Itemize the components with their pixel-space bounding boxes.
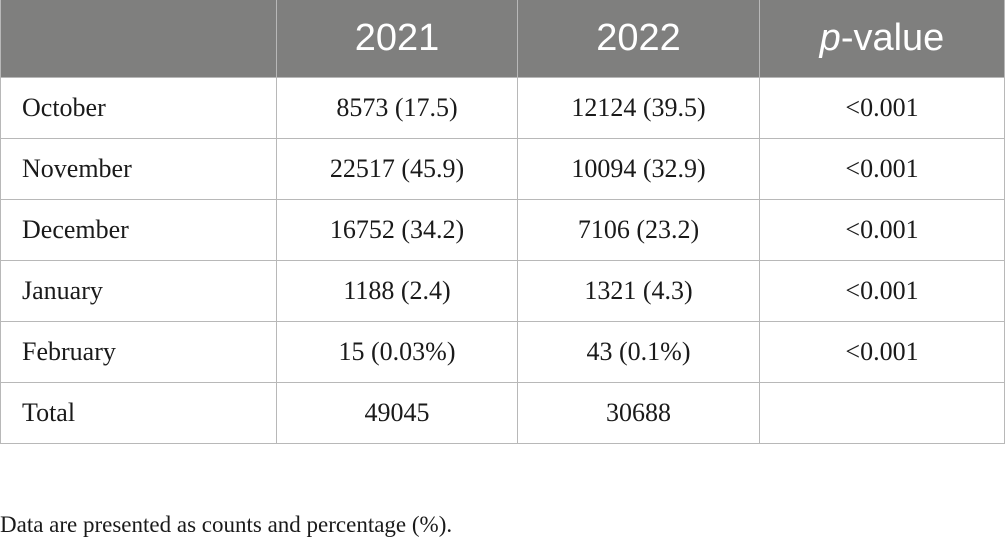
cell-pvalue: <0.001 — [759, 321, 1005, 383]
row-label: October — [0, 77, 277, 139]
data-table: 2021 2022 p-value October 8573 (17.5) 12… — [0, 0, 1005, 444]
header-cell-2022: 2022 — [517, 0, 760, 78]
table-header: 2021 2022 p-value — [0, 0, 1005, 78]
cell-2022: 7106 (23.2) — [517, 199, 760, 261]
cell-2022: 12124 (39.5) — [517, 77, 760, 139]
cell-2021: 8573 (17.5) — [276, 77, 518, 139]
cell-pvalue: <0.001 — [759, 260, 1005, 322]
cell-pvalue — [759, 382, 1005, 444]
row-label: January — [0, 260, 277, 322]
row-label: Total — [0, 382, 277, 444]
cell-pvalue: <0.001 — [759, 138, 1005, 200]
pvalue-italic-prefix: p — [819, 17, 841, 59]
cell-2021: 16752 (34.2) — [276, 199, 518, 261]
pvalue-hyphen: - — [840, 17, 854, 59]
cell-pvalue: <0.001 — [759, 77, 1005, 139]
cell-2021: 22517 (45.9) — [276, 138, 518, 200]
row-label: December — [0, 199, 277, 261]
cell-2021: 49045 — [276, 382, 518, 444]
cell-2021: 15 (0.03%) — [276, 321, 518, 383]
pvalue-label: value — [853, 17, 945, 59]
row-label: November — [0, 138, 277, 200]
table-body: October 8573 (17.5) 12124 (39.5) <0.001 … — [0, 77, 1005, 444]
table-row: November 22517 (45.9) 10094 (32.9) <0.00… — [0, 138, 1005, 200]
cell-2022: 30688 — [517, 382, 760, 444]
header-cell-2021: 2021 — [276, 0, 518, 78]
cell-2022: 43 (0.1%) — [517, 321, 760, 383]
table-row-total: Total 49045 30688 — [0, 382, 1005, 444]
table-footnote: Data are presented as counts and percent… — [0, 512, 453, 537]
table-row: January 1188 (2.4) 1321 (4.3) <0.001 — [0, 260, 1005, 322]
cell-2022: 1321 (4.3) — [517, 260, 760, 322]
cell-2021: 1188 (2.4) — [276, 260, 518, 322]
data-table-container: 2021 2022 p-value October 8573 (17.5) 12… — [0, 0, 1005, 444]
cell-2022: 10094 (32.9) — [517, 138, 760, 200]
table-row: December 16752 (34.2) 7106 (23.2) <0.001 — [0, 199, 1005, 261]
table-row: February 15 (0.03%) 43 (0.1%) <0.001 — [0, 321, 1005, 383]
header-row: 2021 2022 p-value — [0, 0, 1005, 78]
table-row: October 8573 (17.5) 12124 (39.5) <0.001 — [0, 77, 1005, 139]
header-cell-pvalue: p-value — [759, 0, 1005, 78]
cell-pvalue: <0.001 — [759, 199, 1005, 261]
header-cell-empty — [0, 0, 277, 78]
row-label: February — [0, 321, 277, 383]
